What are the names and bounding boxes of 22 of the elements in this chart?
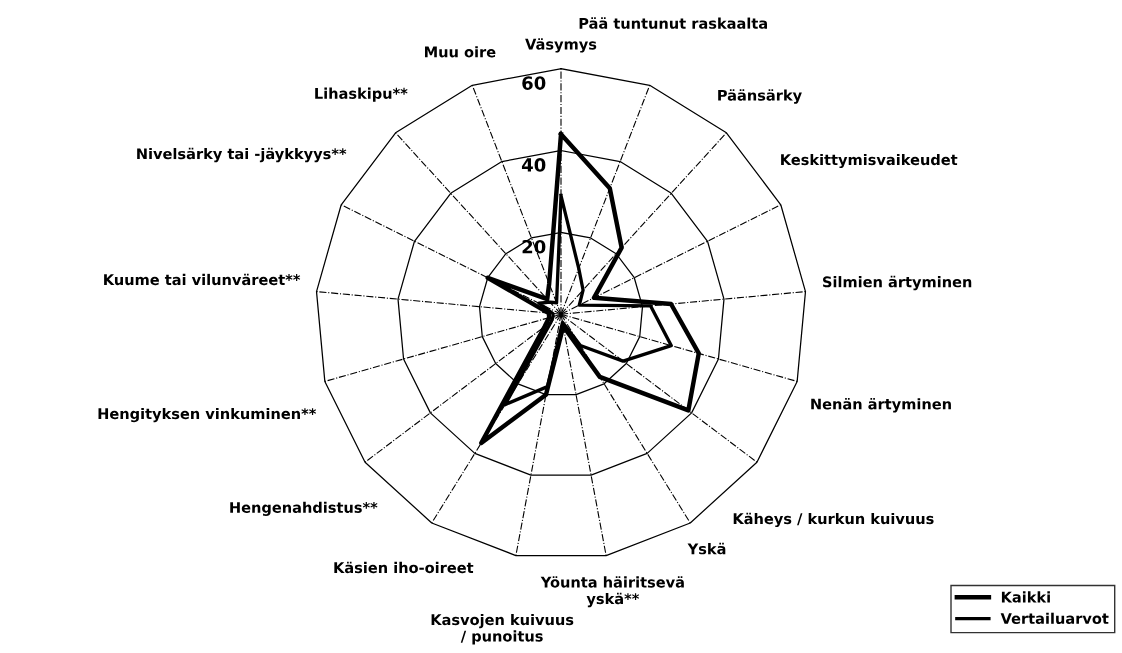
y-tick-label: 20 — [522, 239, 546, 254]
y-tick-label: 60 — [522, 76, 546, 90]
spoke-label: Pää tuntunut raskaalta — [579, 17, 767, 29]
y-tick-label: 40 — [521, 158, 546, 172]
spoke-label: Silmien ärtyminen — [823, 275, 972, 291]
legend-label: Kaikki — [1001, 591, 1050, 603]
spoke-label: Lihaskipu** — [315, 87, 408, 102]
spoke-label: Kasvojen kuivuus / punoitus — [431, 613, 574, 645]
spoke-label: Väsymys — [525, 38, 597, 53]
spoke-label: Keskittymisvaikeudet — [781, 153, 958, 169]
spoke-label: Käheys / kurkun kuivuus — [733, 512, 934, 528]
spoke-label: Käsien iho-oireet — [334, 561, 474, 574]
spoke-label: Hengityksen vinkuminen** — [98, 407, 317, 423]
legend-label: Vertailuarvot — [1000, 612, 1109, 624]
spoke-label: Muu oire — [425, 46, 496, 58]
spoke-label: Nenän ärtyminen — [811, 398, 951, 413]
spoke-label: Kuume tai vilunväreet** — [104, 273, 301, 286]
spoke-label: Yskä — [687, 542, 726, 555]
spoke-label: Hengenahdistus** — [230, 501, 378, 516]
spoke-label: Päänsärky — [718, 89, 802, 104]
spoke-label: Nivelsärky tai -jäykkyys** — [137, 147, 347, 163]
spoke-label: Yöunta häiritsevä yskä** — [540, 576, 684, 608]
